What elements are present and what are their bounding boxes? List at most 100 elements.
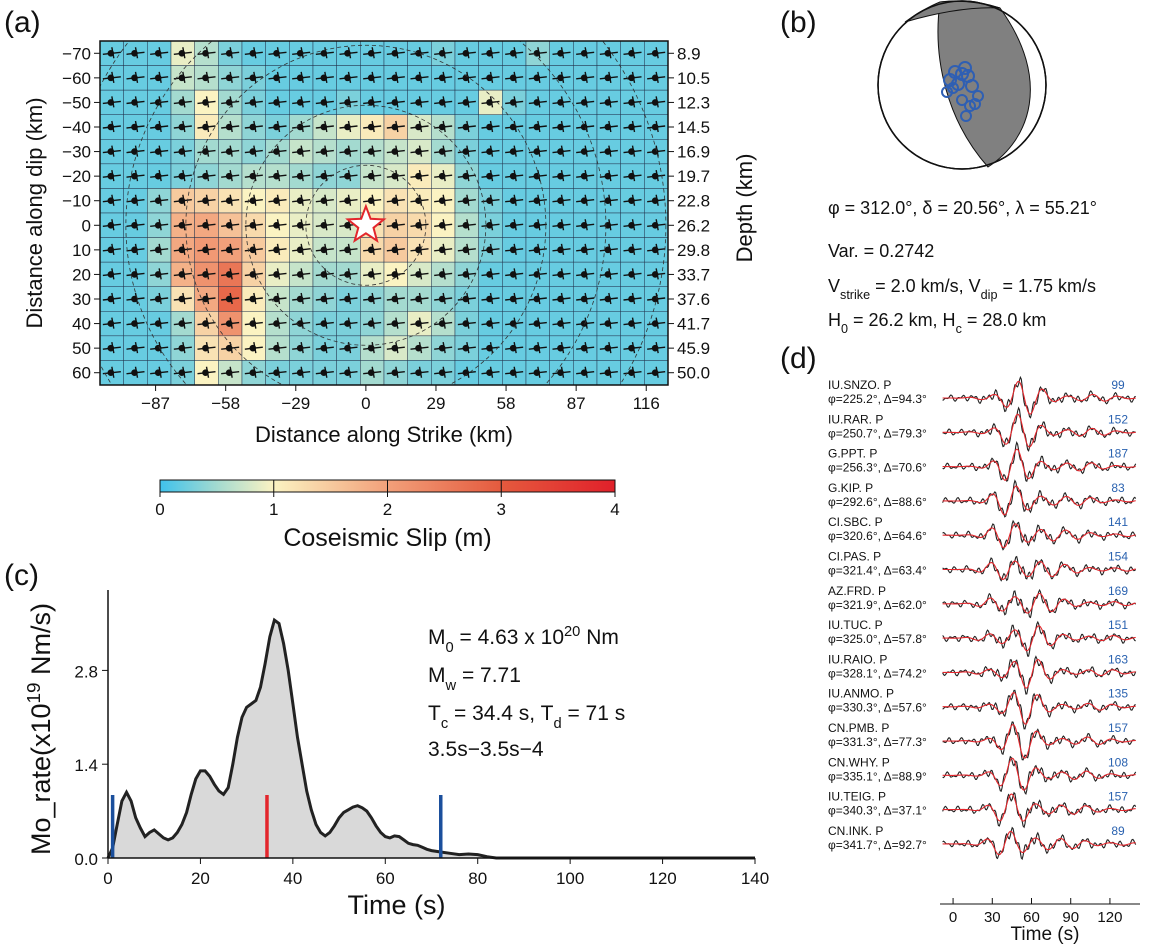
- mechanism-dot: [391, 320, 399, 327]
- mechanism-dot: [462, 49, 470, 57]
- mechanism-dot: [557, 295, 564, 303]
- colorbar-tick-label: 0: [155, 500, 164, 519]
- mechanism-dot: [391, 74, 399, 82]
- y2-tick-label: 37.6: [677, 290, 710, 309]
- mechanism-dot: [131, 344, 138, 352]
- synthetic-waveform: [942, 413, 1136, 448]
- station-amplitude: 169: [1108, 584, 1128, 598]
- station-amplitude: 99: [1111, 378, 1125, 392]
- mechanism-dot: [344, 123, 351, 131]
- mechanism-dot: [438, 99, 446, 106]
- mechanism-dot: [604, 320, 612, 327]
- mechanism-dot: [486, 344, 493, 352]
- x-tick-label: 20: [191, 869, 210, 888]
- mechanism-dot: [604, 172, 612, 180]
- mechanism-dot: [604, 99, 612, 106]
- mechanism-dot: [202, 49, 209, 57]
- x-axis-title: Distance along Strike (km): [255, 422, 513, 447]
- mechanism-dot: [391, 246, 399, 254]
- x-tick-label: 120: [1097, 909, 1122, 926]
- text-part: strike: [840, 288, 870, 302]
- mechanism-dot: [131, 246, 138, 254]
- mechanism-dot: [438, 320, 446, 327]
- y-tick-label: −50: [62, 93, 91, 112]
- mechanism-dot: [154, 99, 162, 106]
- mechanism-dot: [462, 271, 470, 278]
- mechanism-dot: [438, 148, 446, 155]
- mechanism-dot: [580, 295, 588, 303]
- mechanism-dot: [533, 99, 541, 106]
- mechanism-dot: [628, 172, 635, 180]
- y-tick-label: 50: [72, 339, 91, 358]
- mechanism-dot: [628, 221, 635, 229]
- x-axis-title: Time (s): [1011, 924, 1080, 944]
- mechanism-dot: [533, 369, 541, 377]
- mechanism-dot: [486, 246, 493, 254]
- mechanism-dot: [557, 271, 564, 278]
- text-part: = 2.0 km/s, V: [870, 276, 981, 296]
- mechanism-dot: [202, 295, 209, 303]
- mechanism-dot: [344, 148, 351, 155]
- source-annotation: M0 = 4.63 x 1020 Nm: [428, 624, 619, 656]
- mechanism-dot: [367, 344, 375, 352]
- mechanism-dot: [509, 246, 517, 254]
- mechanism-dot: [438, 246, 446, 254]
- mechanism-dot: [154, 123, 162, 131]
- mechanism-dot: [178, 49, 186, 57]
- mechanism-dot: [225, 123, 233, 131]
- mechanism-dot: [225, 320, 233, 327]
- observed-waveform: [942, 655, 1137, 695]
- mechanism-dot: [249, 295, 257, 303]
- mechanism-dot: [604, 123, 612, 131]
- text-part: 19: [24, 682, 45, 703]
- mechanism-dot: [438, 49, 446, 57]
- mechanism-dot: [580, 99, 588, 106]
- mechanism-dot: [628, 271, 635, 278]
- mechanism-dot: [509, 49, 517, 57]
- mechanism-dot: [628, 369, 635, 377]
- mechanism-dot: [438, 221, 446, 229]
- mechanism-dot: [367, 369, 375, 377]
- x-tick-label: 58: [497, 394, 516, 413]
- station-name: CI.SBC. P: [828, 515, 883, 529]
- x-tick-label: 80: [468, 869, 487, 888]
- station-name: IU.RAR. P: [828, 412, 883, 426]
- mechanism-dot: [651, 369, 659, 377]
- mechanism-dot: [509, 197, 517, 205]
- colorbar-tick-label: 2: [383, 500, 392, 519]
- x-tick-label: 140: [741, 869, 769, 888]
- mechanism-dot: [344, 320, 351, 327]
- panel-label: (b): [780, 6, 817, 39]
- mechanism-dot: [225, 148, 233, 155]
- mechanism-dot: [225, 344, 233, 352]
- mechanism-dot: [391, 344, 399, 352]
- colorbar-tick-label: 4: [610, 500, 619, 519]
- mechanism-dot: [462, 295, 470, 303]
- synthetic-waveform: [942, 723, 1136, 759]
- text-part: c: [956, 322, 962, 336]
- mechanism-dot: [557, 172, 564, 180]
- station-amplitude: 135: [1108, 687, 1128, 701]
- mechanism-dot: [202, 99, 209, 106]
- mechanism-dot: [604, 148, 612, 155]
- mechanism-dot: [509, 344, 517, 352]
- slip-grid: [99, 40, 669, 386]
- station-name: CI.PAS. P: [828, 550, 881, 564]
- x-tick-label: 0: [361, 394, 370, 413]
- mechanism-dot: [533, 197, 541, 205]
- mechanism-dot: [273, 172, 280, 180]
- mechanism-dot: [273, 369, 280, 377]
- y-tick-label: 40: [72, 315, 91, 334]
- mechanism-dot: [509, 295, 517, 303]
- synthetic-waveform: [942, 757, 1136, 791]
- y2-tick-label: 8.9: [677, 44, 701, 63]
- mechanism-dot: [651, 246, 659, 254]
- mechanism-dot: [651, 99, 659, 106]
- mechanism-dot: [509, 172, 517, 180]
- y2-tick-label: 10.5: [677, 69, 710, 88]
- station-name: CN.INK. P: [828, 824, 883, 838]
- x-tick-label: 120: [648, 869, 676, 888]
- mechanism-dot: [651, 295, 659, 303]
- mechanism-dot: [391, 172, 399, 180]
- mechanism-dot: [651, 320, 659, 327]
